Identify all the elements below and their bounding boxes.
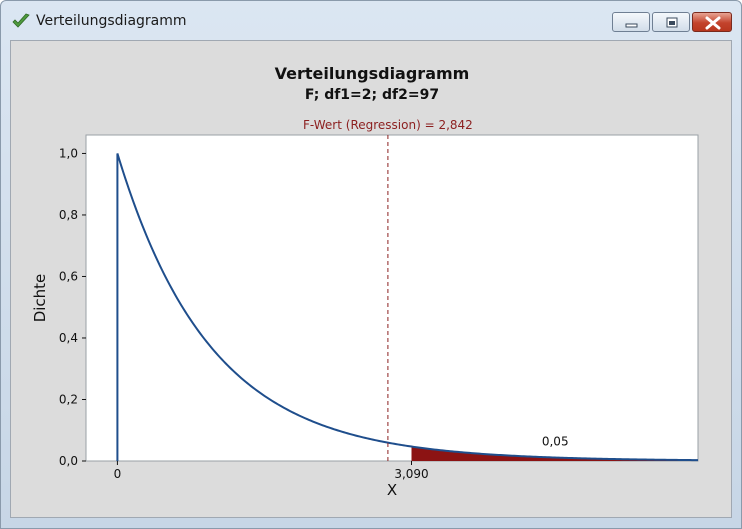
checkmark-icon [12,13,30,29]
y-axis-label: Dichte [31,274,49,323]
window-title: Verteilungsdiagramm [36,13,187,29]
density-curve [116,153,699,462]
graph-area: Verteilungsdiagramm F; df1=2; df2=97 F-W… [10,40,732,518]
close-icon [705,16,721,30]
chart-subtitle: F; df1=2; df2=97 [305,87,439,103]
minimize-icon [625,23,638,28]
x-axis-label: X [387,481,397,499]
maximize-button[interactable] [652,12,690,32]
close-button[interactable] [692,12,732,32]
shaded-tail-area [411,446,698,461]
title-bar[interactable]: Verteilungsdiagramm [1,1,741,39]
maximize-icon [666,17,678,28]
plot-area [85,134,699,462]
chart-title: Verteilungsdiagramm [275,64,470,83]
x-tick-label: 3,090 [394,467,428,481]
distribution-chart: Verteilungsdiagramm F; df1=2; df2=97 F-W… [31,64,699,499]
y-tick-label: 1,0 [59,146,78,160]
y-tick-label: 0,0 [59,454,78,468]
minimize-button[interactable] [612,12,650,32]
reference-line-label: F-Wert (Regression) = 2,842 [303,118,473,132]
x-tick-label: 0 [114,467,122,481]
y-tick-label: 0,6 [59,269,78,283]
y-tick-label: 0,4 [59,331,78,345]
y-tick-label: 0,2 [59,392,78,406]
tail-area-label: 0,05 [542,435,569,449]
y-tick-label: 0,8 [59,208,78,222]
